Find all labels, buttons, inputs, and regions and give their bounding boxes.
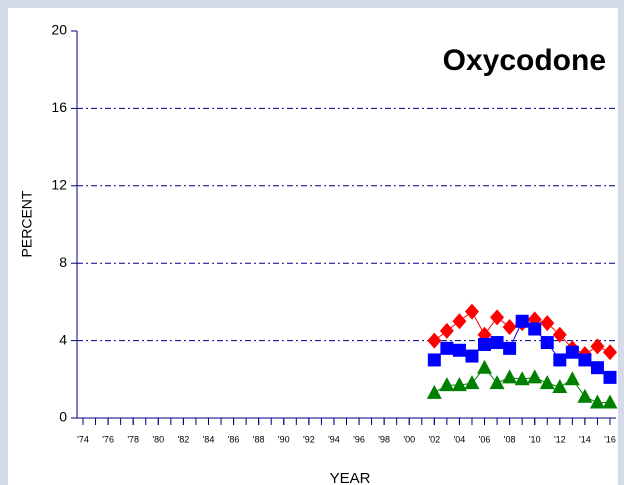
x-tick-label: '14 bbox=[579, 434, 591, 444]
x-tick-label: '12 bbox=[554, 434, 566, 444]
x-tick-label: '98 bbox=[378, 434, 390, 444]
data-point bbox=[578, 353, 592, 367]
x-tick-label: '10 bbox=[529, 434, 541, 444]
data-point bbox=[465, 349, 479, 363]
data-point bbox=[452, 313, 467, 330]
y-axis-label: PERCENT bbox=[19, 190, 35, 257]
plot-panel bbox=[8, 8, 618, 485]
y-tick-label: 12 bbox=[51, 177, 67, 193]
data-point bbox=[427, 353, 441, 367]
data-point bbox=[603, 370, 617, 384]
y-tick-label: 16 bbox=[51, 99, 67, 115]
data-point bbox=[452, 343, 466, 357]
data-point bbox=[602, 394, 618, 409]
data-point bbox=[439, 377, 455, 392]
data-point bbox=[478, 337, 492, 351]
x-axis-label: YEAR bbox=[330, 470, 371, 485]
y-tick-label: 8 bbox=[59, 254, 67, 270]
x-tick-label: '84 bbox=[203, 434, 215, 444]
x-tick-label: '94 bbox=[328, 434, 340, 444]
data-point bbox=[540, 315, 555, 332]
data-point bbox=[527, 369, 543, 384]
x-tick-label: '74 bbox=[77, 434, 89, 444]
data-point bbox=[464, 303, 479, 320]
y-tick-label: 0 bbox=[59, 409, 67, 425]
x-tick-label: '06 bbox=[479, 434, 491, 444]
data-point bbox=[552, 379, 568, 394]
data-point bbox=[477, 359, 493, 374]
x-tick-label: '92 bbox=[303, 434, 315, 444]
data-point bbox=[490, 336, 504, 350]
x-tick-label: '16 bbox=[604, 434, 616, 444]
x-tick-label: '96 bbox=[353, 434, 365, 444]
data-point bbox=[515, 314, 529, 328]
x-tick-label: '08 bbox=[504, 434, 516, 444]
data-point bbox=[539, 375, 555, 390]
data-point bbox=[490, 309, 505, 326]
data-point bbox=[552, 326, 567, 343]
x-tick-label: '88 bbox=[253, 434, 265, 444]
x-tick-label: '90 bbox=[278, 434, 290, 444]
data-point bbox=[603, 344, 617, 361]
x-tick-label: '00 bbox=[403, 434, 415, 444]
data-point bbox=[553, 353, 567, 367]
x-tick-label: '80 bbox=[152, 434, 164, 444]
data-point bbox=[565, 345, 579, 359]
data-point bbox=[528, 322, 542, 336]
data-point bbox=[451, 377, 467, 392]
data-point bbox=[439, 322, 454, 339]
data-point bbox=[427, 332, 442, 349]
data-point bbox=[426, 384, 442, 399]
x-tick-label: '82 bbox=[178, 434, 190, 444]
x-tick-label: '86 bbox=[228, 434, 240, 444]
y-tick-label: 20 bbox=[51, 22, 67, 38]
y-tick-label: 4 bbox=[59, 331, 67, 347]
data-point bbox=[590, 361, 604, 375]
data-point bbox=[489, 375, 505, 390]
data-point bbox=[540, 336, 554, 350]
data-point bbox=[502, 369, 518, 384]
data-point bbox=[590, 338, 605, 355]
x-tick-label: '76 bbox=[102, 434, 114, 444]
x-tick-label: '02 bbox=[428, 434, 440, 444]
data-point bbox=[503, 341, 517, 355]
x-tick-label: '04 bbox=[454, 434, 466, 444]
data-point bbox=[440, 341, 454, 355]
x-tick-label: '78 bbox=[127, 434, 139, 444]
data-point bbox=[514, 371, 530, 386]
data-point bbox=[564, 371, 580, 386]
data-point bbox=[589, 394, 605, 409]
data-point bbox=[464, 375, 480, 390]
chart-title: Oxycodone bbox=[443, 44, 606, 77]
data-point bbox=[577, 388, 593, 403]
data-point bbox=[502, 319, 517, 336]
